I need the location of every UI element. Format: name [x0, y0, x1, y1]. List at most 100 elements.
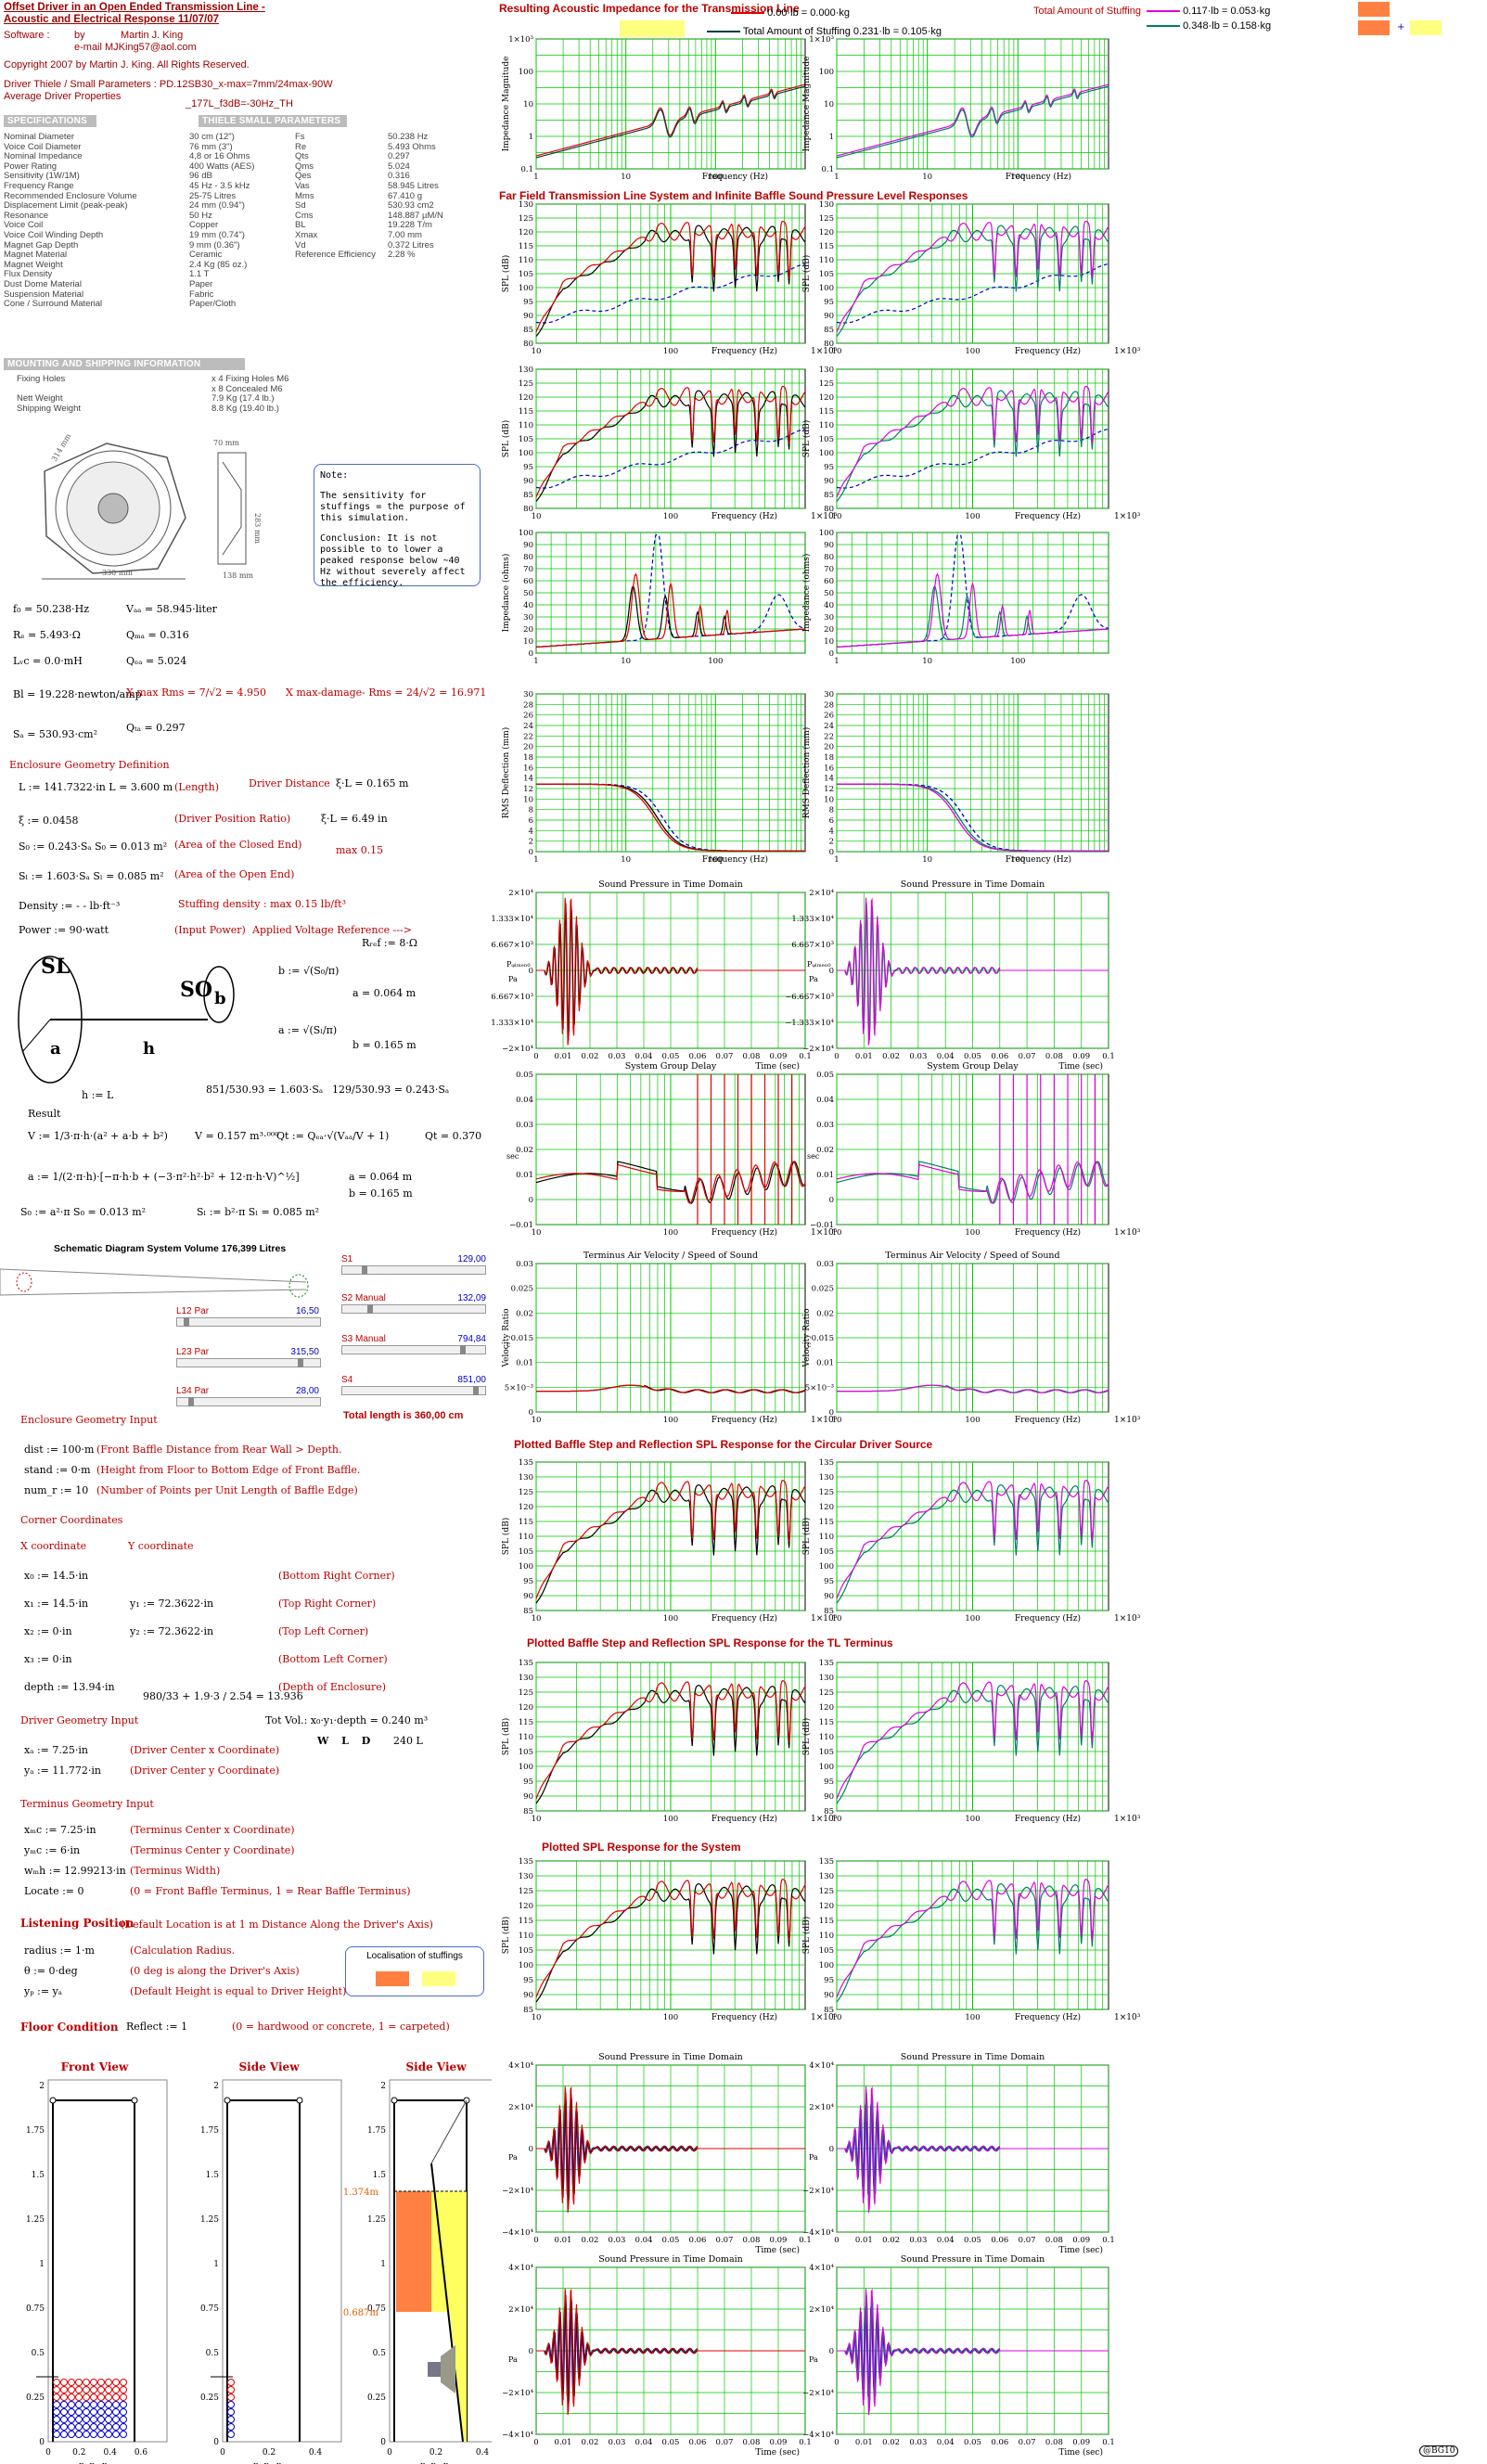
series-line — [836, 390, 1109, 502]
par-knob[interactable] — [298, 1358, 304, 1367]
floor-value[interactable]: Reflect := 1 — [126, 2021, 188, 2033]
slider-knob[interactable] — [472, 1386, 479, 1395]
slider-value[interactable]: 851,00 — [457, 1375, 486, 1385]
spec-label: Magnet Material — [4, 250, 68, 261]
thiele-row: Qes 0.316 — [295, 172, 447, 182]
spec-label: Nominal Diameter — [4, 132, 75, 142]
y-tick: 2×10⁴ — [809, 2103, 834, 2112]
yellow-swatch[interactable] — [422, 1971, 455, 1986]
slider-value[interactable]: 129,00 — [457, 1254, 486, 1264]
slider-track[interactable] — [341, 1265, 486, 1275]
slider-knob[interactable] — [460, 1345, 467, 1354]
driver-var[interactable]: xₐ := 7.25·in — [24, 1744, 88, 1756]
term-var[interactable]: yₘc := 6·in — [24, 1844, 81, 1856]
series-line — [535, 428, 806, 489]
enc-density[interactable]: Density := - - lb·ft⁻³ — [19, 900, 121, 912]
floor-heading: Floor Condition — [20, 2021, 119, 2034]
spec-label: Resonance — [4, 210, 49, 221]
y-tick: 105 — [819, 1547, 834, 1557]
term-var[interactable]: Locate := 0 — [24, 1885, 84, 1897]
y-axis-label: SPL (dB) — [801, 1718, 812, 1755]
x-axis-unit: 1×10³ — [811, 1416, 838, 1425]
slider-track[interactable] — [341, 1345, 486, 1354]
y-tick: 4×10⁴ — [508, 2264, 533, 2273]
listen-var[interactable]: radius := 1·m — [24, 1944, 95, 1957]
y-tick: 100 — [519, 1562, 533, 1572]
slider-knob[interactable] — [366, 1304, 373, 1314]
plot-title: Terminus Air Velocity / Speed of Sound — [885, 1251, 1059, 1261]
driver-var[interactable]: yₐ := 11.772·in — [24, 1765, 101, 1777]
dim-330: 330 mm — [102, 569, 133, 577]
y-tick: 115 — [519, 1718, 533, 1727]
point-marker — [105, 2401, 112, 2408]
par-value[interactable]: 16,50 — [295, 1306, 319, 1316]
y-tick: 1×10³ — [809, 35, 834, 45]
corner-x[interactable]: x₁ := 14.5·in — [24, 1598, 89, 1610]
enc-power[interactable]: Power := 90·watt — [19, 924, 109, 936]
par-knob[interactable] — [184, 1317, 190, 1327]
par-value[interactable]: 315,50 — [290, 1347, 319, 1357]
corner-x[interactable]: depth := 13.94·in — [24, 1681, 115, 1693]
y-tick: 12 — [523, 785, 533, 794]
y-tick: 0 — [829, 2145, 834, 2154]
corner-y[interactable]: y₂ := 72.3622·in — [130, 1625, 214, 1637]
listen-var[interactable]: yₚ := yₐ — [24, 1985, 62, 1997]
par-track[interactable] — [176, 1397, 321, 1406]
y-tick: 125 — [519, 1688, 533, 1698]
vol-240: 240 L — [393, 1735, 423, 1747]
par-track[interactable] — [176, 1317, 321, 1327]
view-ytick: 0.5 — [206, 2349, 220, 2358]
enc-density-note: Stuffing density : max 0.15 lb/ft³ — [178, 898, 346, 910]
corner-x[interactable]: x₀ := 14.5·in — [24, 1570, 89, 1582]
x-tick: 0.06 — [689, 2236, 707, 2245]
par-value[interactable]: 28,00 — [295, 1386, 319, 1396]
spec-value: 19 mm (0.74") — [189, 229, 245, 240]
y-tick: 95 — [523, 1777, 533, 1787]
mounting-heading: MOUNTING AND SHIPPING INFORMATION — [4, 358, 245, 370]
term-var[interactable]: wₘh := 12.99213·in — [24, 1865, 126, 1877]
view-frame — [47, 2079, 168, 2443]
par-track[interactable] — [176, 1358, 321, 1367]
spec-row: Sensitivity (1W/1M) 96 dB — [4, 172, 258, 182]
x-tick: 100 — [965, 1228, 980, 1238]
y-tick: 85 — [523, 1607, 533, 1616]
corner-x[interactable]: x₂ := 0·in — [24, 1625, 72, 1637]
x-tick: 100 — [663, 1228, 678, 1238]
par-knob[interactable] — [187, 1397, 194, 1406]
x-tick: 100 — [708, 173, 723, 182]
term-var[interactable]: xₘc := 7.25·in — [24, 1824, 96, 1836]
orange-swatch[interactable] — [376, 1971, 409, 1986]
slider-knob[interactable] — [361, 1265, 367, 1275]
y-tick: 125 — [819, 1887, 834, 1896]
geom-var[interactable]: num_r := 10 — [24, 1484, 89, 1496]
x-tick: 100 — [663, 1815, 678, 1824]
point-marker — [227, 2431, 235, 2438]
x-tick: 0.03 — [609, 2236, 626, 2245]
y-tick: 90 — [523, 1592, 533, 1601]
corner-x[interactable]: x₃ := 0·in — [24, 1653, 72, 1665]
slider-track[interactable] — [341, 1386, 486, 1395]
thiele-value: 58.945 Litres — [388, 180, 439, 191]
corner-y[interactable]: y₁ := 72.3622·in — [130, 1598, 214, 1610]
listen-var[interactable]: θ := 0·deg — [24, 1965, 78, 1977]
slider-value[interactable]: 794,84 — [457, 1334, 486, 1344]
y-tick: 95 — [523, 298, 533, 307]
series-line — [535, 1684, 806, 1804]
slider-track[interactable] — [341, 1304, 486, 1314]
y-tick: 4×10⁴ — [809, 2264, 834, 2273]
slider-value[interactable]: 132,09 — [457, 1293, 486, 1303]
y-coord-label: Y coordinate — [128, 1540, 194, 1552]
geom-var[interactable]: dist := 100·m — [24, 1444, 95, 1456]
y-tick: 0.1 — [520, 165, 533, 174]
y-axis-label: SPL (dB) — [501, 255, 511, 292]
y-axis-label: RMS Deflection (mm) — [801, 727, 812, 819]
x-tick: 100 — [965, 1416, 980, 1425]
y-tick: 10 — [824, 100, 834, 109]
series-line — [535, 263, 806, 324]
spec-label: Cone / Surround Material — [4, 299, 103, 310]
x-axis-label: Frequency (Hz) — [711, 1415, 777, 1425]
y-tick: 130 — [519, 200, 533, 210]
spec-value: 25-75 Litres — [189, 190, 237, 201]
geom-var[interactable]: stand := 0·m — [24, 1464, 91, 1476]
